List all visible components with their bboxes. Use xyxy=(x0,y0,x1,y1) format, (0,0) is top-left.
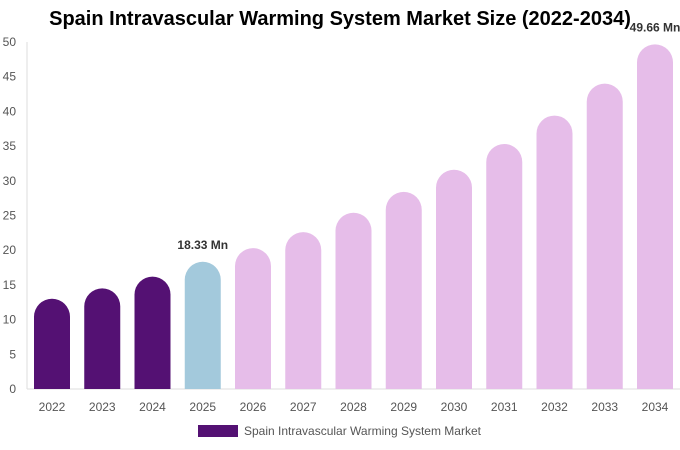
legend: Spain Intravascular Warming System Marke… xyxy=(198,424,481,438)
y-tick-label: 40 xyxy=(3,104,17,118)
y-axis-ticks: 0 5 10 15 20 25 30 35 40 45 50 xyxy=(3,35,17,396)
x-tick-label: 2034 xyxy=(642,400,669,414)
x-tick-label: 2033 xyxy=(591,400,618,414)
bar-2030 xyxy=(436,169,472,389)
x-tick-label: 2023 xyxy=(89,400,116,414)
x-tick-label: 2026 xyxy=(240,400,267,414)
x-tick-label: 2032 xyxy=(541,400,568,414)
bar-2026 xyxy=(235,248,271,389)
legend-swatch xyxy=(198,425,238,437)
data-labels: 18.33 Mn 49.66 Mn xyxy=(177,20,680,251)
x-tick-label: 2027 xyxy=(290,400,317,414)
y-tick-label: 0 xyxy=(9,382,16,396)
y-tick-label: 30 xyxy=(3,174,17,188)
x-tick-label: 2030 xyxy=(441,400,468,414)
data-label: 18.33 Mn xyxy=(177,238,228,252)
x-axis-ticks: 2022 2023 2024 2025 2026 2027 2028 2029 2030 2031… xyxy=(39,400,669,414)
bars xyxy=(34,44,673,390)
bar-2025 xyxy=(184,261,221,389)
x-tick-label: 2031 xyxy=(491,400,518,414)
bar-2033 xyxy=(586,83,623,389)
y-tick-label: 35 xyxy=(3,139,17,153)
bar-2029 xyxy=(385,191,422,389)
x-tick-label: 2029 xyxy=(390,400,417,414)
x-tick-label: 2022 xyxy=(39,400,66,414)
bar-2024 xyxy=(134,276,171,389)
y-tick-label: 10 xyxy=(3,313,17,327)
y-tick-label: 25 xyxy=(3,209,17,223)
data-label: 49.66 Mn xyxy=(630,20,680,34)
chart-title: Spain Intravascular Warming System Marke… xyxy=(49,8,631,30)
x-tick-label: 2028 xyxy=(340,400,367,414)
legend-label: Spain Intravascular Warming System Marke… xyxy=(244,424,481,438)
y-tick-label: 50 xyxy=(3,35,17,49)
bar-2023 xyxy=(84,288,121,389)
y-tick-label: 15 xyxy=(3,278,17,292)
bar-2032 xyxy=(536,115,573,389)
bar-2028 xyxy=(335,212,372,389)
bar-2027 xyxy=(285,232,322,389)
x-tick-label: 2025 xyxy=(189,400,216,414)
y-tick-label: 20 xyxy=(3,243,17,257)
bar-2031 xyxy=(486,144,523,389)
bar-2034 xyxy=(637,44,673,390)
y-tick-label: 5 xyxy=(9,347,16,361)
y-tick-label: 45 xyxy=(3,70,17,84)
x-tick-label: 2024 xyxy=(139,400,166,414)
bar-2022 xyxy=(34,298,70,389)
